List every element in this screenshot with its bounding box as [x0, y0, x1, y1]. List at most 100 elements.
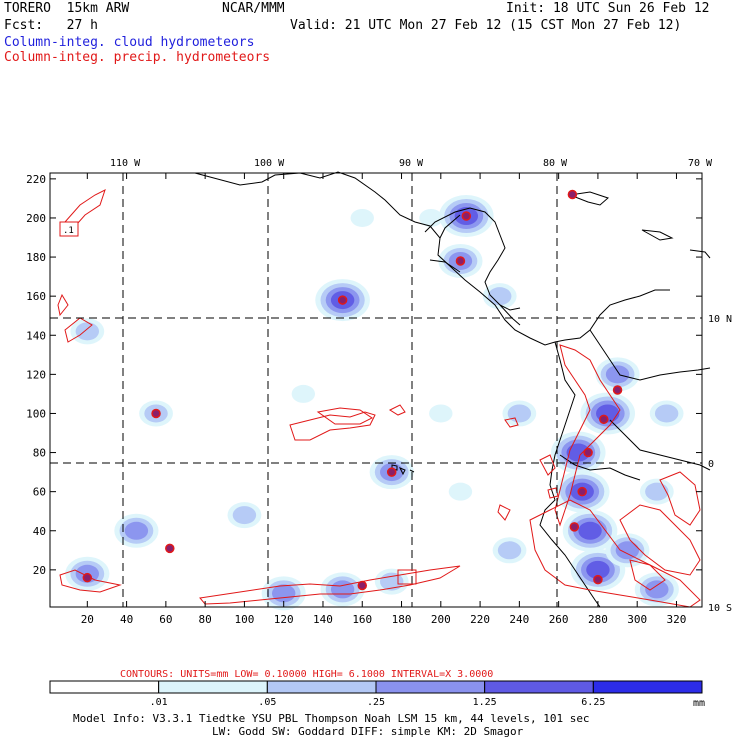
precip-contour-12 [539, 454, 559, 499]
precip-max-8 [569, 522, 580, 532]
cloud-cell-1-level-4 [578, 521, 602, 540]
x-tick-label-220: 220 [470, 613, 490, 626]
precip-max-11 [165, 543, 175, 554]
model-info-2: LW: Godd SW: Goddard DIFF: simple KM: 2D… [212, 725, 524, 738]
y-tick-label-120: 120 [26, 368, 46, 381]
coastline-caribbean-islands [568, 191, 711, 259]
cloud-cell-7-level-3 [615, 541, 640, 560]
colorbar-swatch-4 [484, 680, 594, 694]
lat-label-10s: 10 S [708, 603, 732, 614]
precip-contour-11 [59, 569, 122, 593]
colorbar-swatch-3 [375, 680, 486, 694]
precip-contour-5 [619, 504, 701, 576]
colorbar-swatch-0 [49, 680, 160, 694]
label-box-value: .1 [63, 226, 74, 236]
model-info: Model Info: V3.3.1 Tiedtke YSU PBL Thomp… [73, 712, 590, 725]
cloud-cell-22-level-1 [419, 208, 443, 227]
cloud-cell-24-level-2 [645, 482, 669, 501]
lat-label-0: 0 [708, 459, 714, 470]
precip-contour-layer [57, 189, 701, 608]
cloud-cell-19-level-2 [488, 287, 512, 306]
field-label-cloud: Column-integ. cloud hydrometeors [4, 35, 255, 50]
precip-contour-6 [659, 471, 701, 526]
cloud-cell-26-level-1 [429, 404, 453, 423]
precip-max-1 [337, 295, 348, 305]
x-tick-label-200: 200 [431, 613, 451, 626]
lat-lon-grid [50, 173, 702, 607]
precip-max-13 [567, 189, 578, 200]
lon-label-70w: 70 W [688, 158, 713, 169]
coastline-yucatan-caribbean [424, 207, 521, 326]
precip-contour-13 [629, 559, 666, 591]
init-time: Init: 18 UTC Sun 26 Feb 12 [506, 1, 710, 16]
center-name: NCAR/MMM [222, 1, 285, 16]
colorbar-label-4: 6.25 [581, 697, 605, 708]
cloud-cell-21-level-2 [75, 322, 100, 341]
lon-label-90w: 90 W [399, 158, 424, 169]
precip-max-4 [612, 385, 623, 395]
precip-max-6 [583, 447, 593, 458]
precip-contour-2 [316, 407, 373, 425]
precip-max-3 [455, 256, 466, 266]
x-axis: 20 40 60 80 100 120 140 160 180 200 220 240 260 280 30… [81, 173, 687, 626]
precip-max-5 [599, 414, 609, 425]
colorbar-swatch-2 [266, 680, 377, 694]
contour-info: CONTOURS: UNITS=mm LOW= 0.10000 HIGH= 6.… [120, 669, 493, 680]
colorbar-swatch-1 [158, 680, 268, 694]
lon-label-110w: 110 W [110, 158, 141, 169]
y-tick-label-140: 140 [26, 329, 46, 342]
precip-max-7 [577, 486, 587, 497]
colorbar-label-1: .05 [258, 697, 276, 708]
coastline-mexico-central-america [194, 171, 670, 346]
y-tick-label-40: 40 [33, 525, 46, 538]
x-tick-label-140: 140 [313, 613, 333, 626]
x-tick-label-280: 280 [588, 613, 608, 626]
valid-time: Valid: 21 UTC Mon 27 Feb 12 (15 CST Mon … [290, 18, 682, 33]
precip-contour-10 [388, 404, 519, 521]
cloud-cell-28-level-1 [448, 482, 473, 501]
x-tick-label-60: 60 [159, 613, 172, 626]
coastline-layer [194, 171, 711, 608]
lon-label-80w: 80 W [543, 158, 568, 169]
colorbar-swatch-5 [592, 680, 703, 694]
y-axis: 20 40 60 80 100 120 140 160 180 200 220 [26, 173, 702, 577]
cloud-cell-27-level-1 [291, 384, 316, 403]
x-tick-label-300: 300 [627, 613, 647, 626]
cloud-cell-13-level-3 [330, 580, 355, 599]
x-tick-label-180: 180 [392, 613, 412, 626]
x-tick-label-160: 160 [352, 613, 372, 626]
x-tick-label-240: 240 [509, 613, 529, 626]
cloud-cell-6-level-4 [586, 560, 610, 579]
x-tick-label-260: 260 [549, 613, 569, 626]
y-tick-label-160: 160 [26, 290, 46, 303]
border-central-america [429, 214, 521, 311]
y-tick-label-20: 20 [33, 564, 46, 577]
cloud-cell-11-level-2 [232, 506, 257, 525]
model-title: TORERO 15km ARW [4, 1, 130, 16]
y-tick-label-80: 80 [33, 447, 46, 460]
precip-contour-8 [57, 293, 93, 343]
precip-contour-1 [289, 411, 376, 441]
coastline-south-america-west [539, 341, 601, 608]
lat-label-10n: 10 N [708, 314, 732, 325]
precip-contour-3 [199, 565, 461, 605]
colorbar-units: mm [693, 698, 705, 709]
precip-max-12 [357, 580, 368, 591]
precip-max-0 [386, 467, 397, 477]
field-label-precip: Column-integ. precip. hydrometeors [4, 50, 271, 65]
y-tick-label-100: 100 [26, 407, 46, 420]
x-tick-label-320: 320 [667, 613, 687, 626]
label-box-upper-left [59, 221, 79, 237]
precip-contour-4 [529, 499, 701, 608]
colorbar: .01 .05 .25 1.25 6.25 [49, 680, 703, 708]
cloud-cell-25-level-2 [654, 404, 679, 423]
cloud-cell-20-level-2 [507, 404, 532, 423]
colorbar-label-0: .01 [150, 697, 168, 708]
cloud-cell-5-level-3 [605, 365, 630, 384]
y-tick-label-200: 200 [26, 212, 46, 225]
precip-max-10 [151, 408, 161, 419]
x-tick-label-40: 40 [120, 613, 133, 626]
x-tick-label-100: 100 [234, 613, 254, 626]
precip-contour-9 [554, 344, 621, 527]
